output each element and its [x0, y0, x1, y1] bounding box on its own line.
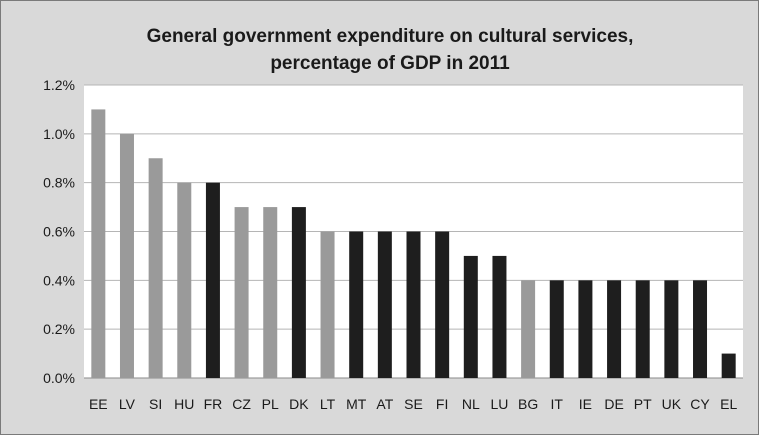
y-tick-label: 0.6% — [43, 224, 75, 240]
bar-cy — [693, 280, 708, 378]
x-category-label: LT — [320, 396, 336, 412]
bar-pl — [263, 207, 278, 378]
x-category-label: IE — [579, 396, 592, 412]
x-category-label: DE — [604, 396, 623, 412]
y-tick-label: 0.0% — [43, 370, 75, 386]
bar-dk — [291, 207, 306, 378]
x-category-label: EE — [89, 396, 108, 412]
x-category-label: LU — [491, 396, 509, 412]
x-category-label: SI — [149, 396, 162, 412]
y-tick-label: 0.4% — [43, 272, 75, 288]
x-category-label: AT — [376, 396, 393, 412]
x-category-label: LV — [119, 396, 136, 412]
y-tick-label: 1.2% — [43, 77, 75, 93]
x-category-label: NL — [462, 396, 480, 412]
x-category-label: HU — [174, 396, 194, 412]
bar-uk — [664, 280, 679, 378]
x-category-label: SE — [404, 396, 423, 412]
bar-fi — [435, 231, 450, 378]
bar-it — [549, 280, 564, 378]
x-category-label: MT — [346, 396, 367, 412]
bar-cz — [234, 207, 249, 378]
x-category-label: EL — [720, 396, 737, 412]
y-tick-label: 1.0% — [43, 126, 75, 142]
x-category-label: FR — [204, 396, 223, 412]
x-category-label: CZ — [232, 396, 251, 412]
bar-ie — [578, 280, 593, 378]
bar-lu — [492, 255, 507, 378]
chart-title-line-1: General government expenditure on cultur… — [147, 26, 634, 47]
y-tick-label: 0.8% — [43, 175, 75, 191]
y-tick-label: 0.2% — [43, 321, 75, 337]
x-category-label: CY — [690, 396, 710, 412]
bar-hu — [177, 182, 192, 378]
bar-lv — [119, 133, 134, 378]
x-category-label: PT — [634, 396, 652, 412]
x-category-label: PL — [262, 396, 279, 412]
chart-title-line-2: percentage of GDP in 2011 — [270, 53, 510, 74]
bar-at — [377, 231, 392, 378]
y-axis-ticks: 0.0% 0.2% 0.4% 0.6% 0.8% 1.0% 1.2% — [43, 77, 75, 386]
bar-se — [406, 231, 421, 378]
x-category-label: IT — [551, 396, 564, 412]
bar-fr — [205, 182, 220, 378]
bar-lt — [320, 231, 335, 378]
x-category-label: BG — [518, 396, 538, 412]
bar-de — [607, 280, 622, 378]
x-category-label: FI — [436, 396, 448, 412]
bar-nl — [463, 255, 478, 378]
x-axis-categories: EE LV SI HU FR CZ PL DK LT MT AT SE FI NL LU BG IT IE DE PT… — [89, 396, 737, 412]
bar-si — [148, 158, 163, 378]
bar-mt — [349, 231, 364, 378]
x-category-label: UK — [662, 396, 682, 412]
x-category-label: DK — [289, 396, 309, 412]
bar-pt — [635, 280, 650, 378]
bar-el — [721, 353, 736, 378]
bar-bg — [521, 280, 536, 378]
bar-ee — [91, 109, 106, 379]
bars — [91, 109, 736, 379]
